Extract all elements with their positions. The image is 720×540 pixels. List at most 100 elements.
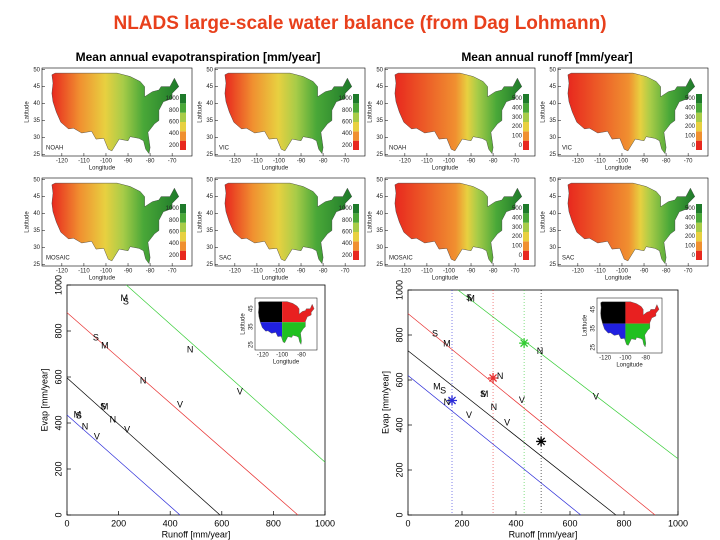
us-map xyxy=(224,72,353,155)
model-point: N xyxy=(444,397,451,407)
model-point: N xyxy=(537,346,544,356)
colorbar-tick-label: 100 xyxy=(685,134,696,140)
colorbar-tick-label: 400 xyxy=(169,241,180,247)
lon-tick-label: -70 xyxy=(511,269,520,275)
colorbar-tick-label: 1000 xyxy=(166,206,180,212)
colorbar-tick-label: 800 xyxy=(169,108,180,114)
lat-tick-label: 30 xyxy=(33,135,40,141)
inset-outline xyxy=(600,301,660,348)
lat-tick-label: 45 xyxy=(376,194,383,200)
colorbar-swatch xyxy=(180,250,186,260)
lon-tick-label: -100 xyxy=(273,159,286,165)
lat-tick-label: 50 xyxy=(33,177,40,183)
inset-lon-tick-label: -80 xyxy=(297,353,306,359)
us-map xyxy=(51,182,180,265)
colorbar-tick-label: 200 xyxy=(169,253,180,259)
colorbar-swatch xyxy=(523,103,529,113)
y-tick-label: 0 xyxy=(53,512,63,517)
lat-tick-label: 25 xyxy=(549,152,556,158)
lon-tick-label: -90 xyxy=(124,269,133,275)
lat-tick-label: 30 xyxy=(549,245,556,251)
model-point: V xyxy=(94,431,100,441)
inset-lon-tick-label: -80 xyxy=(641,356,650,362)
colorbar-swatch xyxy=(353,122,359,132)
colorbar-swatch xyxy=(523,94,529,104)
inset-lon-label: Longitude xyxy=(616,363,643,369)
model-point: S xyxy=(93,332,99,342)
colorbar-tick-label: 400 xyxy=(169,131,180,137)
lon-tick-label: -100 xyxy=(616,159,629,165)
y-tick-label: 400 xyxy=(394,417,404,432)
model-point: S xyxy=(123,297,129,307)
colorbar-swatch xyxy=(180,241,186,251)
colorbar-tick-label: 600 xyxy=(342,230,353,236)
lon-tick-label: -90 xyxy=(124,159,133,165)
y-tick-label: 600 xyxy=(394,372,404,387)
lon-tick-label: -120 xyxy=(399,159,412,165)
colorbar-tick-label: 100 xyxy=(685,244,696,250)
colorbar-tick-label: 1000 xyxy=(166,96,180,102)
colorbar-swatch xyxy=(353,94,359,104)
lat-tick-label: 40 xyxy=(549,211,556,217)
colorbar-tick-label: 600 xyxy=(169,120,180,126)
lon-tick-label: -80 xyxy=(319,159,328,165)
lon-axis-label: Longitude xyxy=(89,166,116,172)
model-point: M xyxy=(121,293,129,303)
colorbar-swatch xyxy=(696,122,702,132)
lon-axis-label: Longitude xyxy=(605,276,632,282)
model-point: S xyxy=(100,401,106,411)
x-axis-label: Runoff [mm/year] xyxy=(162,529,231,539)
y-tick-label: 400 xyxy=(53,415,63,430)
colorbar-swatch xyxy=(353,213,359,223)
lon-tick-label: -80 xyxy=(146,269,155,275)
lat-tick-label: 50 xyxy=(376,177,383,183)
inset-region xyxy=(600,301,626,324)
lat-tick-label: 35 xyxy=(33,228,40,234)
plot-frame xyxy=(66,284,326,516)
model-label: VIC xyxy=(219,146,230,152)
inset-lat-tick-label: 35 xyxy=(249,323,255,330)
lon-tick-label: -100 xyxy=(443,159,456,165)
lon-tick-label: -110 xyxy=(594,269,606,275)
colorbar-swatch xyxy=(523,204,529,214)
model-label: SAC xyxy=(219,256,232,262)
lat-tick-label: 45 xyxy=(549,84,556,90)
x-tick-label: 1000 xyxy=(315,518,335,528)
lon-tick-label: -100 xyxy=(616,269,629,275)
colorbar-swatch xyxy=(353,204,359,214)
colorbar-swatch xyxy=(523,213,529,223)
lon-tick-label: -90 xyxy=(467,159,476,165)
colorbar-tick-label: 200 xyxy=(512,234,523,240)
inset-region xyxy=(258,301,283,323)
colorbar-tick-label: 0 xyxy=(519,143,523,149)
model-point: M xyxy=(433,382,441,392)
lon-tick-label: -110 xyxy=(251,159,263,165)
model-point: M xyxy=(481,389,489,399)
model-point: V xyxy=(124,424,130,434)
colorbar-swatch xyxy=(180,222,186,232)
model-label: MOSAIC xyxy=(389,256,413,262)
lon-axis-label: Longitude xyxy=(89,276,116,282)
colorbar-tick-label: 400 xyxy=(342,131,353,137)
colorbar-tick-label: 600 xyxy=(342,120,353,126)
inset-lat-tick-label: 35 xyxy=(591,324,597,331)
balance-line xyxy=(457,289,679,460)
lat-tick-label: 30 xyxy=(33,245,40,251)
observed-point xyxy=(488,372,499,383)
plot-frame xyxy=(407,289,679,516)
observed-point xyxy=(519,338,530,349)
inset-lon-tick-label: -120 xyxy=(599,356,612,362)
colorbar-tick-label: 1000 xyxy=(339,206,353,212)
colorbar-tick-label: 300 xyxy=(512,115,523,121)
colorbar-swatch xyxy=(696,131,702,141)
colorbar-swatch xyxy=(353,131,359,141)
inset-lon-tick-label: -120 xyxy=(257,353,270,359)
colorbar-tick-label: 0 xyxy=(519,253,523,259)
map-group-title: Mean annual runoff [mm/year] xyxy=(461,50,632,64)
inset-lat-label: Latitude xyxy=(241,313,247,335)
colorbar-swatch xyxy=(180,213,186,223)
balance-line xyxy=(66,312,299,516)
us-map xyxy=(567,72,696,155)
model-point: V xyxy=(519,395,525,405)
